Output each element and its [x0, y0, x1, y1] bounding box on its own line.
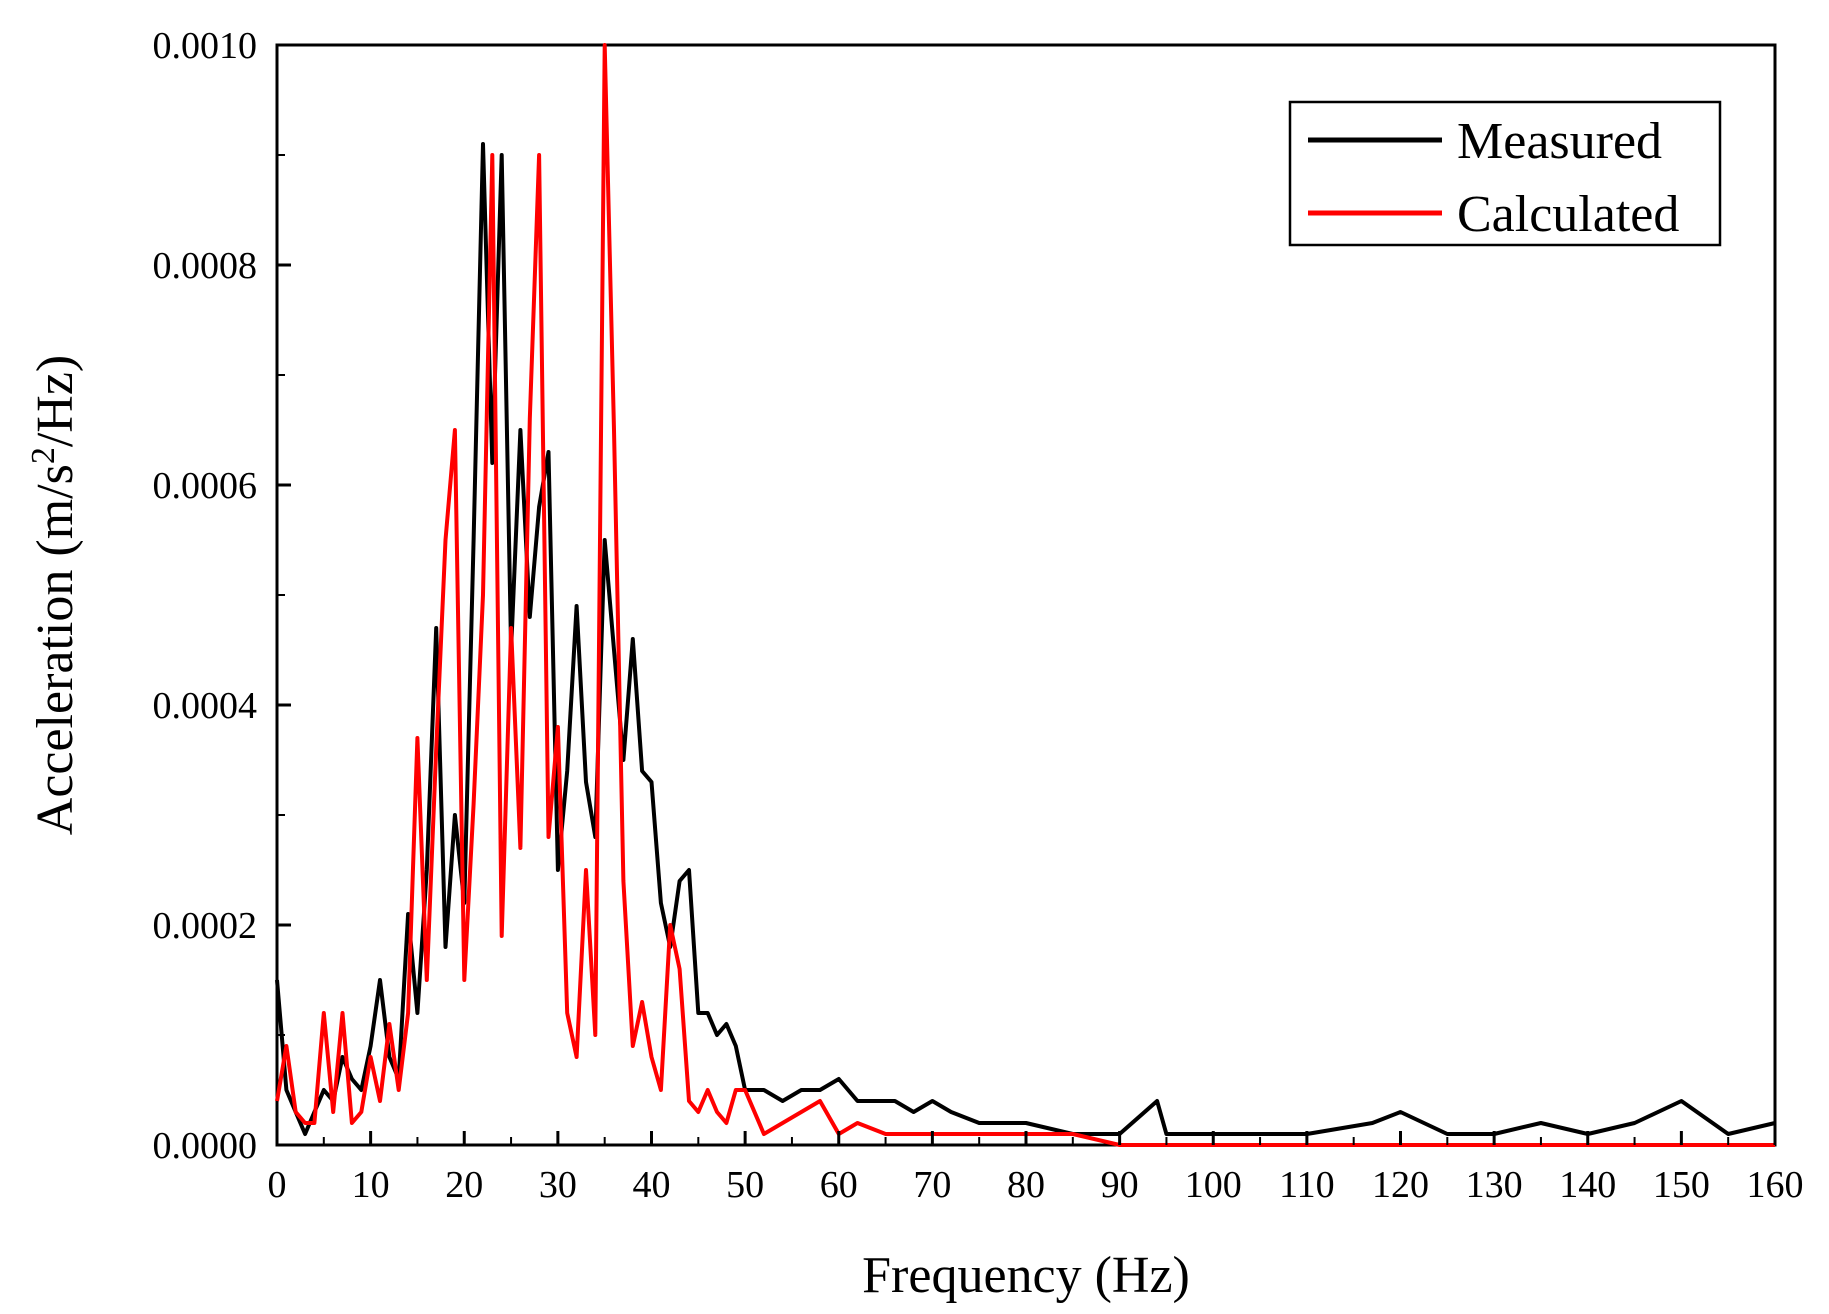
x-tick-label: 80 — [1007, 1164, 1045, 1206]
x-tick-label: 0 — [268, 1164, 287, 1206]
x-tick-label: 60 — [820, 1164, 858, 1206]
x-tick-label: 140 — [1559, 1164, 1616, 1206]
x-tick-label: 30 — [539, 1164, 577, 1206]
x-tick-label: 40 — [633, 1164, 671, 1206]
y-tick-label: 0.0010 — [153, 25, 258, 67]
legend-label-calculated: Calculated — [1457, 186, 1679, 243]
legend: Measured Calculated — [1288, 100, 1722, 247]
legend-label-measured: Measured — [1457, 113, 1662, 170]
y-tick-label: 0.0000 — [153, 1125, 258, 1167]
x-axis-ticks: 0 10 20 30 40 50 60 70 80 90 100 110 120 130 140 150 160 — [268, 1131, 1804, 1206]
y-tick-label: 0.0002 — [153, 905, 258, 947]
y-tick-label: 0.0004 — [153, 685, 258, 727]
legend-box — [1288, 100, 1722, 247]
x-tick-label: 160 — [1747, 1164, 1804, 1206]
x-tick-label: 100 — [1185, 1164, 1242, 1206]
plot-area: 0 10 20 30 40 50 60 70 80 90 100 110 120 130 140 150 160… — [153, 25, 1804, 1206]
y-axis-ticks: 0.0000 0.0002 0.0004 0.0006 0.0008 0.0010 — [153, 25, 291, 1167]
series-line-measured — [275, 142, 1776, 1136]
series-line-calculated — [275, 43, 1775, 1147]
series-layer — [275, 43, 1776, 1147]
y-axis-title: Acceleration (m/s2/Hz) — [25, 355, 84, 835]
x-tick-label: 20 — [445, 1164, 483, 1206]
x-tick-label: 70 — [913, 1164, 951, 1206]
x-tick-label: 10 — [352, 1164, 390, 1206]
x-tick-label: 120 — [1372, 1164, 1429, 1206]
y-axis-title-main: Acceleration (m/s — [27, 464, 84, 835]
y-tick-label: 0.0006 — [153, 465, 258, 507]
x-tick-label: 150 — [1653, 1164, 1710, 1206]
x-tick-label: 130 — [1466, 1164, 1523, 1206]
y-tick-label: 0.0008 — [153, 245, 258, 287]
x-tick-label: 50 — [726, 1164, 764, 1206]
x-axis-title: Frequency (Hz) — [862, 1247, 1190, 1304]
x-tick-label: 90 — [1101, 1164, 1139, 1206]
x-tick-label: 110 — [1279, 1164, 1335, 1206]
y-axis-title-tail: /Hz) — [27, 355, 84, 447]
y-axis-title-sup: 2 — [25, 447, 62, 464]
